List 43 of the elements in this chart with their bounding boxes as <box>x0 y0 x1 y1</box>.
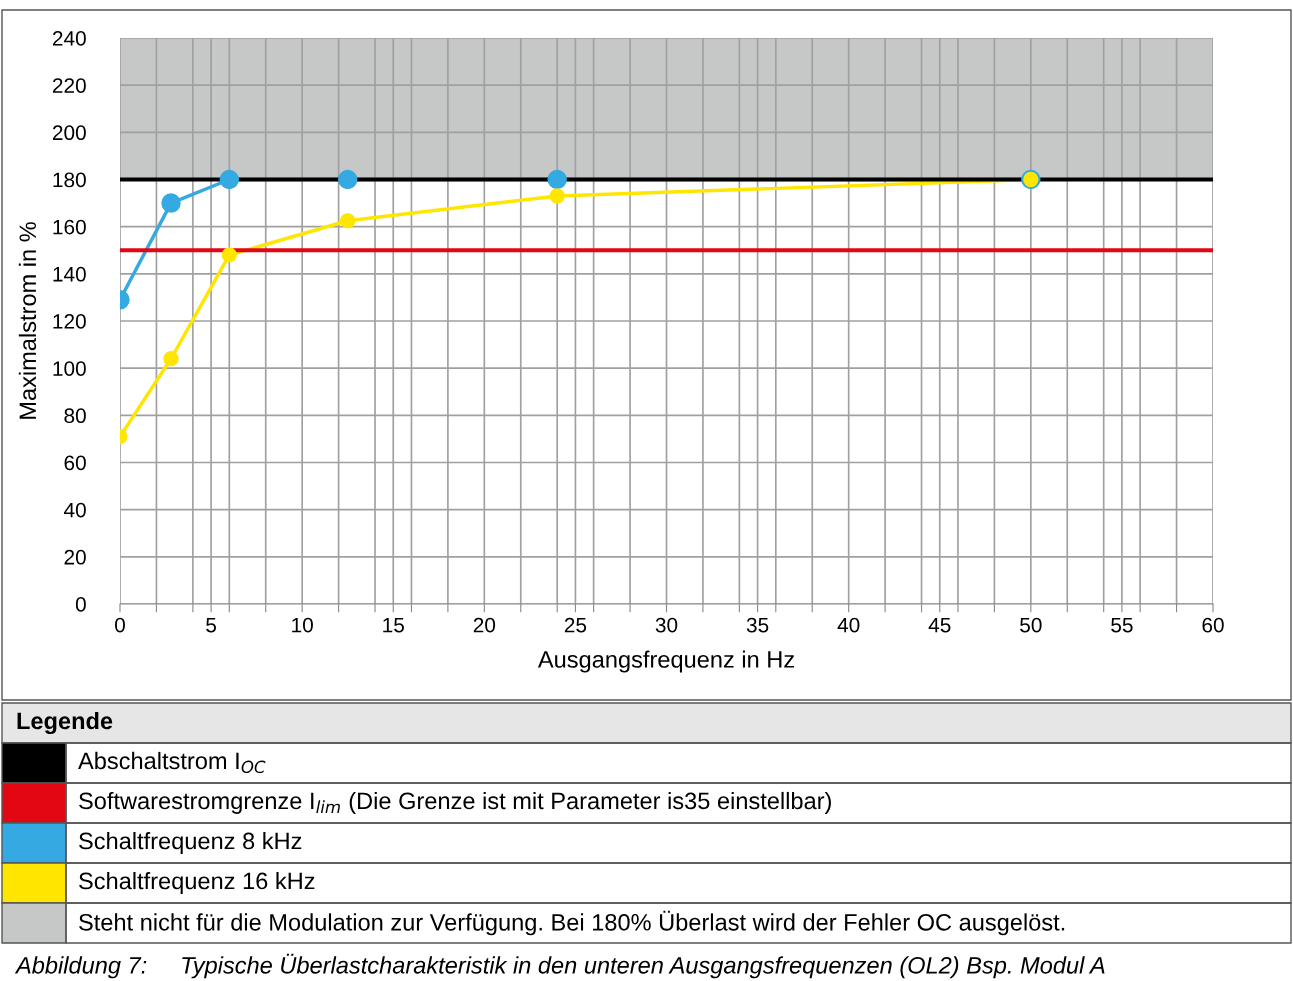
y-tick-label: 180 <box>53 172 86 188</box>
x-tick-label: 50 <box>1020 617 1042 633</box>
point <box>549 188 565 204</box>
point <box>547 169 567 190</box>
legend-label: Softwarestromgrenze I$_{lim}$ (Die Grenze ist mit Parameter is35 einstellbar) <box>79 791 831 814</box>
y-tick-label: 120 <box>53 314 86 329</box>
x-tick-label: 5 <box>206 617 216 633</box>
x-tick-label: 15 <box>383 617 404 633</box>
point <box>340 213 356 229</box>
y-axis-title: Maximalstrom in % <box>18 222 37 419</box>
text: Abbildung 7: Typische Überlastcharakteristik in den unteren Ausgangsfrequenzen (OL2) Bsp. Modul A <box>14 953 1105 979</box>
point <box>219 169 240 190</box>
y-tick-label: 100 <box>53 361 86 376</box>
y-tick-label: 200 <box>52 125 86 141</box>
legend-label: Schaltfrequenz 8 kHz <box>79 831 302 855</box>
y-tick-label: 20 <box>64 549 86 565</box>
y-tick-label: 140 <box>53 266 86 282</box>
point <box>163 351 179 367</box>
y-tick-label: 60 <box>64 455 86 471</box>
legend-label: Steht nicht für die Modulation zur Verfügung. Bei 180% Überlast wird der Fehler OC ausgelöst. <box>79 910 1065 936</box>
x-tick-label: 45 <box>928 617 951 633</box>
y-tick-label: 40 <box>63 502 86 518</box>
point <box>161 193 181 213</box>
legend-title: Legende <box>17 711 113 735</box>
y-tick-label: 80 <box>64 408 86 424</box>
point <box>221 247 237 263</box>
y-tick-label: 240 <box>52 31 86 46</box>
y-tick-label: 160 <box>53 219 86 235</box>
point <box>337 169 358 190</box>
x-axis-title: Ausgangsfrequenz in Hz <box>537 650 794 673</box>
x-tick-label: 10 <box>292 617 313 633</box>
x-tick-label: 25 <box>564 617 587 633</box>
x-tick-label: 30 <box>655 617 678 633</box>
legend-label: Schaltfrequenz 16 kHz <box>79 871 315 895</box>
y-tick-label: 220 <box>52 78 86 93</box>
x-tick-label: 20 <box>473 617 496 633</box>
y-tick-label: 0 <box>75 597 86 612</box>
x-tick-label: 0 <box>115 617 125 633</box>
x-tick-label: 55 <box>1111 617 1133 633</box>
x-tick-label: 35 <box>746 617 769 633</box>
x-tick-label: 40 <box>837 617 860 633</box>
legend-label: Abschaltstrom I$_{OC}$ <box>78 751 266 774</box>
x-tick-label: 60 <box>1202 617 1224 633</box>
